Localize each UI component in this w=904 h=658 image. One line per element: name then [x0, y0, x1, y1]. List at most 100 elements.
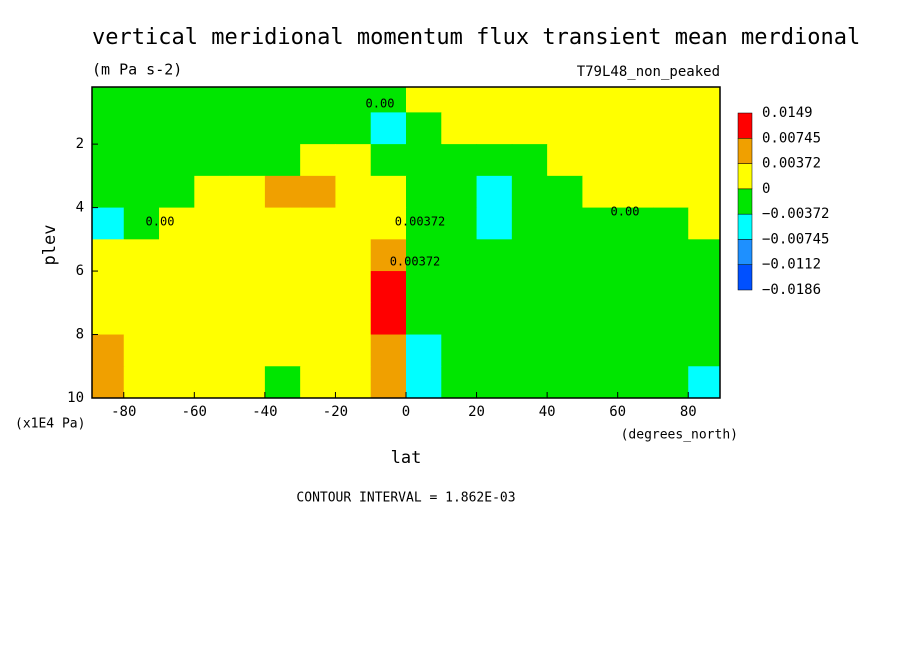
field-cell — [264, 87, 301, 113]
field-cell — [300, 207, 336, 240]
field-cell — [617, 207, 654, 240]
field-cell — [652, 271, 689, 304]
field-cell — [511, 175, 548, 209]
field-cell — [476, 112, 513, 145]
colorbar-label: 0.0149 — [762, 105, 813, 121]
field-cell — [229, 144, 266, 177]
field-cell — [229, 87, 266, 113]
field-cell — [370, 366, 407, 398]
field-cell — [688, 207, 720, 240]
field-cell — [547, 302, 583, 336]
field-cell — [370, 87, 407, 113]
field-cell — [441, 271, 478, 304]
colorbar-label: −0.0186 — [762, 282, 821, 298]
x-tick-label: 0 — [402, 404, 410, 420]
field-cell — [123, 302, 160, 336]
field-cell — [92, 144, 125, 177]
colorbar-swatch — [737, 213, 753, 240]
field-cell — [582, 302, 619, 336]
colorbar-label: −0.00372 — [762, 206, 829, 222]
field-cell — [511, 207, 548, 240]
x-tick-label: -40 — [252, 404, 277, 420]
colorbar-swatch — [737, 163, 753, 190]
field-cell — [617, 271, 654, 304]
field-cell — [547, 334, 583, 367]
field-cell — [370, 239, 407, 272]
contour-label: 0.00372 — [395, 215, 446, 229]
field-cell — [335, 112, 372, 145]
field-cell — [229, 239, 266, 272]
field-cell — [264, 239, 301, 272]
field-cell — [547, 144, 583, 177]
field-cell — [441, 144, 478, 177]
field-cell — [688, 271, 720, 304]
field-cell — [476, 207, 513, 240]
field-cell — [159, 175, 195, 209]
y-tick-label: 10 — [67, 390, 84, 406]
field-cell — [194, 271, 231, 304]
field-cell — [300, 302, 336, 336]
field-cell — [335, 271, 372, 304]
field-cell — [92, 271, 125, 304]
field-cell — [335, 175, 372, 209]
field-cell — [652, 144, 689, 177]
field-cell — [370, 175, 407, 209]
y-tick-label: 4 — [76, 200, 84, 216]
x-axis-label: lat — [391, 448, 422, 468]
colorbar-swatch — [737, 188, 753, 215]
x-tick-label: -20 — [323, 404, 348, 420]
field-cell — [441, 302, 478, 336]
field-cell — [159, 112, 195, 145]
contour-label: 0.00 — [366, 97, 395, 111]
field-cell — [300, 271, 336, 304]
field-cell — [582, 175, 619, 209]
field-cell — [688, 239, 720, 272]
field-cell — [92, 87, 125, 113]
colorbar-swatch — [737, 138, 753, 164]
field-cell — [652, 112, 689, 145]
field-cell — [335, 302, 372, 336]
field-cell — [511, 144, 548, 177]
field-cell — [159, 271, 195, 304]
contour-label: 0.00 — [611, 205, 640, 219]
field-cell — [194, 334, 231, 367]
field-cell — [123, 366, 160, 398]
run-label: T79L48_non_peaked — [577, 64, 720, 80]
field-cell — [406, 334, 442, 367]
field-cell — [406, 144, 442, 177]
x-tick-label: 20 — [468, 404, 485, 420]
colorbar-swatch — [737, 239, 753, 265]
field-cell — [264, 366, 301, 398]
field-cell — [652, 239, 689, 272]
field-cell — [159, 207, 195, 240]
x-tick-label: -80 — [111, 404, 136, 420]
field-cell — [300, 334, 336, 367]
field-cell — [264, 112, 301, 145]
field-cell — [476, 334, 513, 367]
field-cell — [159, 144, 195, 177]
field-cell — [159, 302, 195, 336]
field-cell — [264, 207, 301, 240]
field-cell — [92, 239, 125, 272]
field-cell — [229, 334, 266, 367]
field-cell — [123, 175, 160, 209]
field-cell — [335, 366, 372, 398]
field-cell — [476, 366, 513, 398]
field-cell — [511, 334, 548, 367]
field-cell — [582, 144, 619, 177]
field-cell — [159, 87, 195, 113]
field-cell — [547, 87, 583, 113]
field-cell — [406, 239, 442, 272]
field-cell — [688, 112, 720, 145]
field-cell — [300, 144, 336, 177]
field-cell — [547, 207, 583, 240]
x-tick-label: 60 — [609, 404, 626, 420]
field-cell — [511, 112, 548, 145]
field-cell — [264, 271, 301, 304]
field-cell — [582, 87, 619, 113]
colorbar-label: 0.00372 — [762, 156, 821, 172]
field-cell — [652, 207, 689, 240]
field-cell — [441, 175, 478, 209]
field-cell — [229, 175, 266, 209]
